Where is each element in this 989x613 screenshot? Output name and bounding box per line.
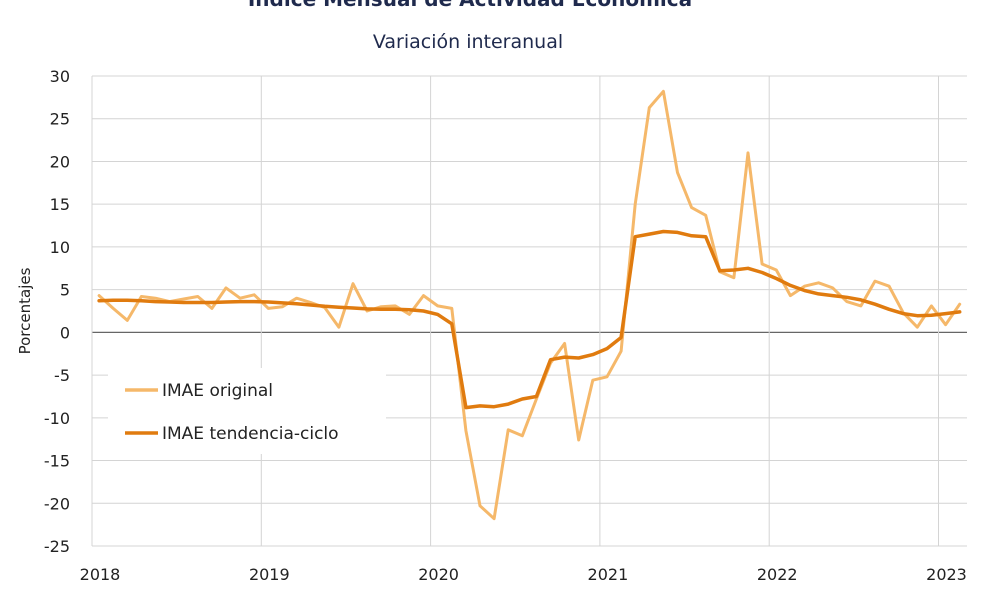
y-tick-label: -25 [44, 537, 70, 556]
legend-background [108, 368, 386, 454]
y-tick-label: 30 [50, 67, 70, 86]
legend-label-original: IMAE original [162, 381, 273, 401]
x-tick-label: 2023 [926, 565, 967, 584]
y-tick-label: 15 [50, 195, 70, 214]
x-tick-label: 2021 [588, 565, 629, 584]
chart-subtitle: Variación interanual [373, 31, 563, 53]
x-axis-ticks: 2018 2019 2020 2021 2022 2023 [80, 565, 967, 584]
x-tick-label: 2020 [418, 565, 459, 584]
y-tick-label: -10 [44, 409, 70, 428]
y-tick-label: 25 [50, 110, 70, 129]
chart-title: Índice Mensual de Actividad Económica [248, 0, 692, 11]
series-line-imae-tendencia-ciclo [97, 229, 962, 410]
x-tick-label: 2019 [249, 565, 290, 584]
y-tick-label: 10 [50, 238, 70, 257]
y-axis-ticks: 30 25 20 15 10 5 0 -5 -10 -15 -20 -25 [44, 67, 70, 556]
x-tick-label: 2018 [80, 565, 121, 584]
y-tick-label: -15 [44, 452, 70, 471]
x-tick-label: 2022 [757, 565, 798, 584]
y-tick-label: -20 [44, 494, 70, 513]
y-axis-label: Porcentajes [16, 267, 34, 354]
y-tick-label: -5 [54, 366, 70, 385]
grid-lines [91, 75, 967, 547]
legend: IMAE original IMAE tendencia-ciclo [108, 368, 386, 454]
y-tick-label: 20 [50, 152, 70, 171]
y-tick-label: 5 [60, 281, 70, 300]
legend-label-trend: IMAE tendencia-ciclo [162, 424, 339, 444]
y-tick-label: 0 [60, 323, 70, 342]
series-lines [97, 89, 962, 521]
series-line-imae-original [97, 89, 962, 521]
